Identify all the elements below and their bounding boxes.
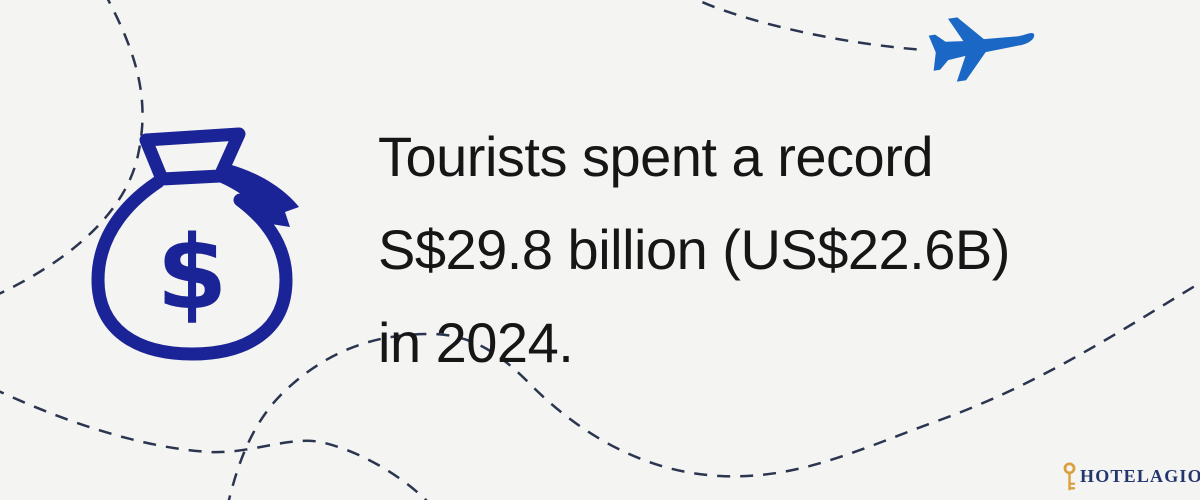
key-icon (1063, 461, 1076, 490)
headline-line-1: Tourists spent a record (378, 125, 933, 188)
airplane-icon (928, 17, 1035, 82)
dashed-curve-wave (227, 281, 1200, 500)
money-bag-ribbon (214, 164, 299, 227)
logo-text: HOTELAGIO (1080, 465, 1200, 486)
dashed-curve-bottom-left (0, 390, 428, 500)
headline-line-2: S$29.8 billion (US$22.6B) (378, 218, 1010, 281)
dashed-curve-top-left (0, 0, 144, 295)
headline: Tourists spent a record S$29.8 billion (… (378, 110, 1098, 389)
airplane-trail-dashed-line (694, 0, 925, 52)
headline-line-3: in 2024. (378, 311, 574, 374)
dollar-sign: $ (157, 214, 228, 333)
money-bag-body (91, 175, 293, 361)
logo: HOTELAGIO (1062, 460, 1200, 492)
money-bag-icon: $ (91, 127, 299, 361)
